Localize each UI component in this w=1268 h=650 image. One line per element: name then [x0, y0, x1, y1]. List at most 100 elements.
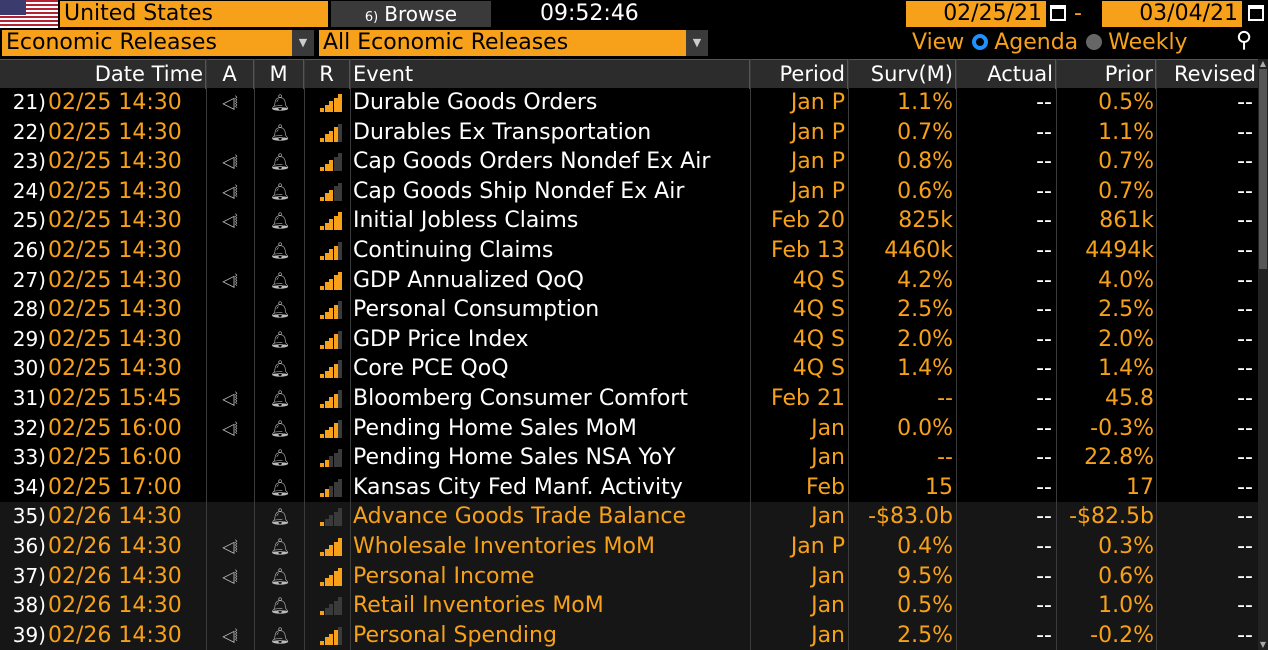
speaker-icon[interactable]: ◁⦚	[222, 270, 238, 290]
row-index[interactable]: 24)	[12, 178, 46, 203]
alert-cell[interactable]	[210, 354, 250, 384]
row-event[interactable]: Wholesale Inventories MoM	[353, 534, 655, 559]
speaker-icon[interactable]: ◁⦚	[222, 537, 238, 556]
bell-icon[interactable]: 🔔︎	[269, 389, 291, 408]
speaker-icon[interactable]: ◁⦚	[222, 93, 238, 112]
header-survey[interactable]: Surv(M)	[848, 60, 956, 89]
monitor-cell[interactable]: 🔔︎	[258, 502, 302, 532]
speaker-icon[interactable]: ◁⦚	[222, 566, 238, 586]
table-row[interactable]: 27) 02/25 14:30 ◁⦚ 🔔︎ GDP Annualized QoQ 4Q S…	[0, 266, 1258, 296]
alert-cell[interactable]	[210, 443, 250, 473]
monitor-cell[interactable]: 🔔︎	[258, 236, 302, 266]
bell-icon[interactable]: 🔔︎	[269, 507, 291, 527]
row-event[interactable]: Initial Jobless Claims	[353, 208, 579, 234]
header-revised[interactable]: Revised	[1173, 62, 1256, 86]
bell-icon[interactable]: 🔔︎	[269, 300, 291, 320]
calendar-icon[interactable]	[1248, 5, 1264, 21]
bell-icon[interactable]: 🔔︎	[269, 625, 291, 645]
row-event[interactable]: Pending Home Sales NSA YoY	[353, 445, 676, 471]
alert-cell[interactable]	[210, 118, 250, 148]
alert-cell[interactable]: ◁⦚	[210, 206, 250, 236]
alert-cell[interactable]: ◁⦚	[210, 414, 250, 444]
row-index[interactable]: 21)	[12, 90, 46, 114]
table-row[interactable]: 36) 02/26 14:30 ◁⦚ 🔔︎ Wholesale Inventories …	[0, 532, 1258, 562]
monitor-cell[interactable]: 🔔︎	[258, 147, 302, 177]
alert-cell[interactable]: ◁⦚	[210, 384, 250, 414]
monitor-cell[interactable]: 🔔︎	[258, 354, 302, 384]
alert-cell[interactable]: ◁⦚	[210, 88, 250, 118]
alert-cell[interactable]: ◁⦚	[210, 562, 250, 592]
bell-icon[interactable]: 🔔︎	[269, 359, 291, 379]
row-index[interactable]: 33)	[12, 445, 46, 470]
monitor-cell[interactable]: 🔔︎	[258, 532, 302, 562]
agenda-radio[interactable]	[972, 34, 989, 50]
alert-cell[interactable]	[210, 591, 250, 621]
bell-icon[interactable]: 🔔︎	[269, 122, 291, 142]
table-row[interactable]: 38) 02/26 14:30 🔔︎ Retail Inventories MoM Ja…	[0, 591, 1258, 621]
alert-cell[interactable]	[210, 236, 250, 266]
bell-icon[interactable]: 🔔︎	[269, 181, 291, 201]
row-event[interactable]: Core PCE QoQ	[353, 356, 509, 382]
bell-icon[interactable]: 🔔︎	[269, 270, 291, 290]
bell-icon[interactable]: 🔔︎	[269, 93, 291, 112]
row-event[interactable]: Advance Goods Trade Balance	[353, 504, 687, 530]
monitor-cell[interactable]: 🔔︎	[258, 473, 302, 503]
row-index[interactable]: 30)	[12, 356, 46, 381]
bell-icon[interactable]: 🔔︎	[269, 418, 291, 438]
weekly-label[interactable]: Weekly	[1108, 30, 1188, 55]
table-row[interactable]: 24) 02/25 14:30 ◁⦚ 🔔︎ Cap Goods Ship Nondef …	[0, 177, 1258, 207]
row-event[interactable]: Bloomberg Consumer Comfort	[353, 386, 688, 411]
table-row[interactable]: 25) 02/25 14:30 ◁⦚ 🔔︎ Initial Jobless Claims…	[0, 206, 1258, 236]
alert-cell[interactable]	[210, 473, 250, 503]
bell-icon[interactable]: 🔔︎	[269, 329, 291, 349]
table-row[interactable]: 28) 02/25 14:30 🔔︎ Personal Consumption 4Q S…	[0, 295, 1258, 325]
table-row[interactable]: 29) 02/25 14:30 🔔︎ GDP Price Index 4Q S 2.0% -…	[0, 325, 1258, 355]
monitor-cell[interactable]: 🔔︎	[258, 621, 302, 650]
bell-icon[interactable]: 🔔︎	[269, 477, 291, 497]
table-row[interactable]: 34) 02/25 17:00 🔔︎ Kansas City Fed Manf. Ac…	[0, 473, 1258, 503]
monitor-cell[interactable]: 🔔︎	[258, 266, 302, 296]
row-index[interactable]: 25)	[12, 208, 46, 233]
row-index[interactable]: 35)	[12, 504, 46, 529]
table-row[interactable]: 26) 02/25 14:30 🔔︎ Continuing Claims Feb 13 4…	[0, 236, 1258, 266]
monitor-cell[interactable]: 🔔︎	[258, 118, 302, 148]
bell-icon[interactable]: 🔔︎	[269, 241, 291, 260]
speaker-icon[interactable]: ◁⦚	[222, 152, 238, 172]
country-field[interactable]: United States	[60, 1, 328, 27]
row-event[interactable]: GDP Annualized QoQ	[353, 267, 584, 293]
monitor-cell[interactable]: 🔔︎	[258, 177, 302, 207]
row-index[interactable]: 39)	[12, 622, 46, 647]
speaker-icon[interactable]: ◁⦚	[222, 211, 238, 231]
header-actual[interactable]: Actual	[956, 60, 1056, 89]
row-index[interactable]: 34)	[12, 474, 46, 499]
alert-cell[interactable]	[210, 295, 250, 325]
alert-cell[interactable]	[210, 502, 250, 532]
table-row[interactable]: 37) 02/26 14:30 ◁⦚ 🔔︎ Personal Income Jan 9.5%…	[0, 561, 1258, 592]
bell-icon[interactable]: 🔔︎	[269, 211, 291, 231]
zoom-icon[interactable]: ⚲	[1236, 28, 1253, 53]
monitor-cell[interactable]: 🔔︎	[258, 206, 302, 236]
chevron-down-icon[interactable]: ▼	[292, 30, 314, 56]
table-row[interactable]: 23) 02/25 14:30 ◁⦚ 🔔︎ Cap Goods Orders Nonde…	[0, 147, 1258, 177]
row-index[interactable]: 26)	[12, 238, 46, 262]
monitor-cell[interactable]: 🔔︎	[258, 562, 302, 592]
row-event[interactable]: GDP Price Index	[353, 326, 529, 352]
category-dropdown[interactable]: Economic Releases ▼	[2, 30, 314, 56]
table-row[interactable]: 39) 02/26 14:30 ◁⦚ 🔔︎ Personal Spending Jan 2.…	[0, 620, 1258, 650]
row-event[interactable]: Durables Ex Transportation	[353, 119, 652, 145]
table-row[interactable]: 31) 02/25 15:45 ◁⦚ 🔔︎ Bloomberg Consumer Com…	[0, 384, 1258, 414]
row-index[interactable]: 31)	[12, 386, 46, 410]
scrollbar[interactable]: ▲ ▼	[1258, 59, 1268, 650]
table-row[interactable]: 33) 02/25 16:00 🔔︎ Pending Home Sales NSA Y…	[0, 443, 1258, 473]
row-event[interactable]: Cap Goods Ship Nondef Ex Air	[353, 178, 685, 204]
row-index[interactable]: 29)	[12, 326, 46, 351]
chevron-down-icon[interactable]: ▼	[686, 30, 708, 56]
end-date-field[interactable]: 03/04/21	[1102, 1, 1242, 27]
row-index[interactable]: 22)	[12, 119, 46, 144]
bell-icon[interactable]: 🔔︎	[269, 566, 291, 586]
alert-cell[interactable]: ◁⦚	[210, 621, 250, 650]
subcategory-dropdown[interactable]: All Economic Releases ▼	[319, 30, 708, 56]
row-event[interactable]: Cap Goods Orders Nondef Ex Air	[353, 149, 711, 175]
monitor-cell[interactable]: 🔔︎	[258, 443, 302, 473]
table-row[interactable]: 21) 02/25 14:30 ◁⦚ 🔔︎ Durable Goods Orders Ja…	[0, 88, 1258, 118]
